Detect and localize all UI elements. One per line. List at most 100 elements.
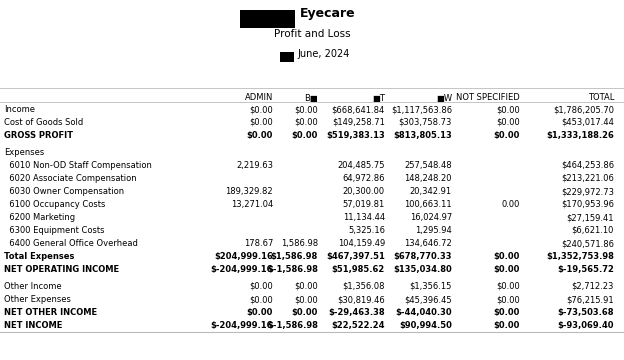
Text: NET INCOME: NET INCOME [4, 321, 62, 330]
Text: $0.00: $0.00 [249, 282, 273, 291]
Text: $204,999.16: $204,999.16 [214, 252, 273, 261]
Text: $0.00: $0.00 [295, 282, 318, 291]
Text: $0.00: $0.00 [494, 131, 520, 140]
Text: $453,017.44: $453,017.44 [561, 118, 614, 127]
Text: $149,258.71: $149,258.71 [332, 118, 385, 127]
Text: 0.00: 0.00 [502, 200, 520, 209]
Text: $213,221.06: $213,221.06 [561, 174, 614, 183]
Text: Expenses: Expenses [4, 148, 44, 157]
Text: 6200 Marketing: 6200 Marketing [4, 213, 75, 222]
Text: $27,159.41: $27,159.41 [567, 213, 614, 222]
Text: $22,522.24: $22,522.24 [331, 321, 385, 330]
Text: 16,024.97: 16,024.97 [410, 213, 452, 222]
Text: $0.00: $0.00 [494, 265, 520, 274]
Text: $0.00: $0.00 [295, 118, 318, 127]
Text: $-44,040.30: $-44,040.30 [396, 308, 452, 317]
Text: $1,786,205.70: $1,786,205.70 [553, 105, 614, 114]
Text: $6,621.10: $6,621.10 [572, 226, 614, 235]
Text: $240,571.86: $240,571.86 [561, 239, 614, 248]
Text: $0.00: $0.00 [496, 105, 520, 114]
Text: 20,342.91: 20,342.91 [410, 187, 452, 196]
Text: ■T: ■T [372, 94, 385, 103]
Text: 6030 Owner Compensation: 6030 Owner Compensation [4, 187, 124, 196]
Text: $0.00: $0.00 [246, 308, 273, 317]
Text: 189,329.82: 189,329.82 [225, 187, 273, 196]
Text: TOTAL: TOTAL [588, 94, 614, 103]
Text: 148,248.20: 148,248.20 [404, 174, 452, 183]
Text: 134,646.72: 134,646.72 [404, 239, 452, 248]
Text: $1,117,563.86: $1,117,563.86 [391, 105, 452, 114]
Text: $1,586.98: $1,586.98 [271, 252, 318, 261]
Text: $0.00: $0.00 [291, 131, 318, 140]
Text: NET OTHER INCOME: NET OTHER INCOME [4, 308, 97, 317]
Text: $813,805.13: $813,805.13 [393, 131, 452, 140]
Text: $519,383.13: $519,383.13 [326, 131, 385, 140]
Text: $-1,586.98: $-1,586.98 [267, 265, 318, 274]
Text: $0.00: $0.00 [496, 282, 520, 291]
Text: Cost of Goods Sold: Cost of Goods Sold [4, 118, 83, 127]
Text: $0.00: $0.00 [496, 118, 520, 127]
Text: $0.00: $0.00 [249, 105, 273, 114]
Text: Profit and Loss: Profit and Loss [274, 29, 350, 39]
Text: 1,586.98: 1,586.98 [281, 239, 318, 248]
Text: $-19,565.72: $-19,565.72 [557, 265, 614, 274]
Text: $30,819.46: $30,819.46 [337, 295, 385, 304]
Text: $45,396.45: $45,396.45 [404, 295, 452, 304]
Text: 11,134.44: 11,134.44 [343, 213, 385, 222]
Text: $135,034.80: $135,034.80 [393, 265, 452, 274]
Text: 257,548.48: 257,548.48 [404, 161, 452, 170]
Text: $0.00: $0.00 [249, 295, 273, 304]
Text: $170,953.96: $170,953.96 [561, 200, 614, 209]
Text: $1,333,188.26: $1,333,188.26 [546, 131, 614, 140]
Text: $303,758.73: $303,758.73 [399, 118, 452, 127]
Text: 64,972.86: 64,972.86 [343, 174, 385, 183]
Text: 100,663.11: 100,663.11 [404, 200, 452, 209]
Text: June, 2024: June, 2024 [297, 49, 349, 59]
Text: $0.00: $0.00 [249, 118, 273, 127]
Text: NET OPERATING INCOME: NET OPERATING INCOME [4, 265, 119, 274]
Text: B■: B■ [305, 94, 318, 103]
Text: 6020 Associate Compensation: 6020 Associate Compensation [4, 174, 137, 183]
Text: $0.00: $0.00 [496, 295, 520, 304]
Text: $467,397.51: $467,397.51 [326, 252, 385, 261]
Text: $229,972.73: $229,972.73 [561, 187, 614, 196]
Text: $-93,069.40: $-93,069.40 [557, 321, 614, 330]
Text: $1,352,753.98: $1,352,753.98 [546, 252, 614, 261]
Text: 204,485.75: 204,485.75 [338, 161, 385, 170]
Text: $2,712.23: $2,712.23 [572, 282, 614, 291]
Text: $678,770.33: $678,770.33 [394, 252, 452, 261]
Text: 104,159.49: 104,159.49 [338, 239, 385, 248]
FancyBboxPatch shape [280, 52, 294, 62]
Text: 6100 Occupancy Costs: 6100 Occupancy Costs [4, 200, 105, 209]
Text: ■W: ■W [436, 94, 452, 103]
Text: $-204,999.16: $-204,999.16 [210, 265, 273, 274]
Text: Total Expenses: Total Expenses [4, 252, 74, 261]
Text: 6010 Non-OD Staff Compensation: 6010 Non-OD Staff Compensation [4, 161, 152, 170]
Text: $1,356.08: $1,356.08 [343, 282, 385, 291]
Text: 2,219.63: 2,219.63 [236, 161, 273, 170]
Text: Other Expenses: Other Expenses [4, 295, 71, 304]
Text: 20,300.00: 20,300.00 [343, 187, 385, 196]
Text: $-73,503.68: $-73,503.68 [557, 308, 614, 317]
Text: $0.00: $0.00 [291, 308, 318, 317]
Text: Eyecare: Eyecare [300, 8, 356, 21]
Text: $0.00: $0.00 [246, 131, 273, 140]
Text: Income: Income [4, 105, 35, 114]
Text: $76,215.91: $76,215.91 [567, 295, 614, 304]
Text: ADMIN: ADMIN [245, 94, 273, 103]
Text: $0.00: $0.00 [494, 308, 520, 317]
Text: Other Income: Other Income [4, 282, 62, 291]
Text: $1,356.15: $1,356.15 [409, 282, 452, 291]
Text: $464,253.86: $464,253.86 [561, 161, 614, 170]
Text: $-204,999.16: $-204,999.16 [210, 321, 273, 330]
Text: $51,985.62: $51,985.62 [332, 265, 385, 274]
Text: 57,019.81: 57,019.81 [343, 200, 385, 209]
Text: $-1,586.98: $-1,586.98 [267, 321, 318, 330]
FancyBboxPatch shape [240, 10, 295, 28]
Text: $90,994.50: $90,994.50 [399, 321, 452, 330]
Text: 6300 Equipment Costs: 6300 Equipment Costs [4, 226, 104, 235]
Text: $-29,463.38: $-29,463.38 [328, 308, 385, 317]
Text: $0.00: $0.00 [295, 295, 318, 304]
Text: 6400 General Office Overhead: 6400 General Office Overhead [4, 239, 138, 248]
Text: 13,271.04: 13,271.04 [231, 200, 273, 209]
